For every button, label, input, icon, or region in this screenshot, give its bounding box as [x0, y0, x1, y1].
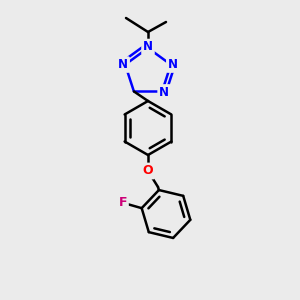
Text: N: N: [159, 86, 169, 99]
Text: O: O: [143, 164, 153, 178]
Text: F: F: [118, 196, 127, 209]
Text: N: N: [168, 58, 178, 71]
Text: N: N: [118, 58, 128, 71]
Text: N: N: [143, 40, 153, 53]
